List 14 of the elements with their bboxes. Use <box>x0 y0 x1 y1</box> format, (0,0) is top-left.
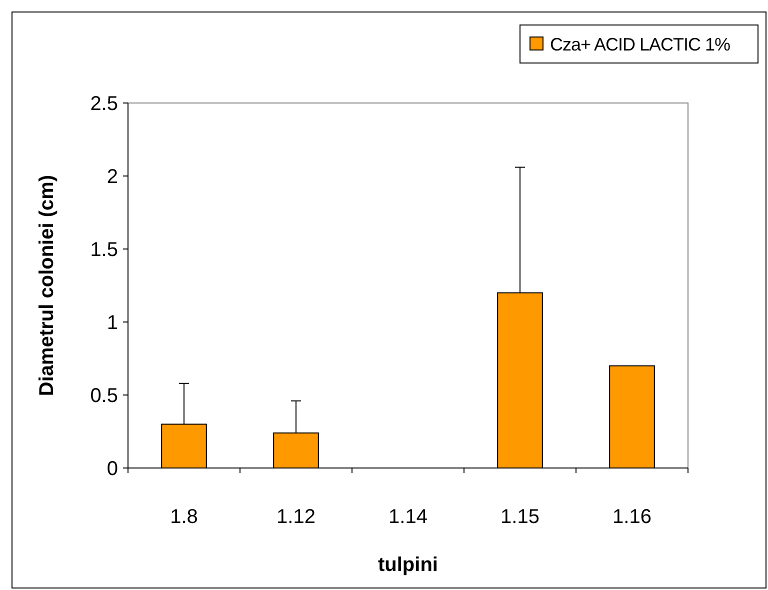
y-tick-label: 0.5 <box>90 385 118 407</box>
x-axis-title: tulpini <box>378 554 438 576</box>
y-tick-label: 2.5 <box>90 93 118 115</box>
y-tick-label: 1 <box>106 312 118 334</box>
x-tick-label: 1.12 <box>276 506 316 528</box>
x-tick-label: 1.14 <box>388 506 428 528</box>
y-tick-label: 0 <box>106 458 118 480</box>
x-tick-label: 1.15 <box>500 506 540 528</box>
y-axis-title: Diametrul coloniei (cm) <box>36 174 58 396</box>
x-tick-label: 1.8 <box>170 506 198 528</box>
y-tick-label: 2 <box>106 166 118 188</box>
x-tick-label: 1.16 <box>612 506 652 528</box>
legend-label: Cza+ ACID LACTIC 1% <box>550 34 731 54</box>
y-tick-label: 1.5 <box>90 239 118 261</box>
